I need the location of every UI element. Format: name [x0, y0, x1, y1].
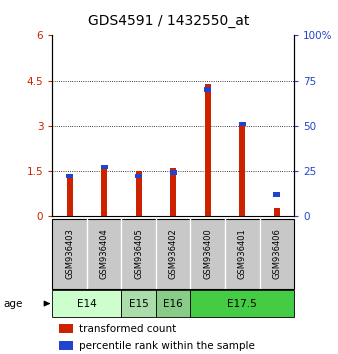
Text: GSM936400: GSM936400 — [203, 229, 212, 279]
Text: GSM936406: GSM936406 — [272, 229, 281, 279]
Bar — [239, 122, 246, 126]
Text: transformed count: transformed count — [79, 324, 177, 333]
Bar — [170, 168, 176, 216]
Bar — [170, 170, 177, 175]
Bar — [136, 171, 142, 216]
Bar — [101, 166, 107, 216]
Text: E15: E15 — [129, 298, 149, 309]
Bar — [239, 124, 245, 216]
Bar — [135, 174, 142, 178]
Bar — [274, 209, 280, 216]
Bar — [273, 192, 280, 196]
Text: GSM936403: GSM936403 — [65, 229, 74, 279]
Bar — [191, 290, 294, 317]
Bar — [67, 174, 73, 216]
Bar — [101, 165, 107, 170]
Bar — [121, 290, 156, 317]
Text: E16: E16 — [163, 298, 183, 309]
Text: GSM936401: GSM936401 — [238, 229, 247, 279]
Bar — [156, 290, 191, 317]
Text: E14: E14 — [77, 298, 97, 309]
Text: GSM936404: GSM936404 — [100, 229, 109, 279]
Text: percentile rank within the sample: percentile rank within the sample — [79, 341, 255, 350]
Text: E17.5: E17.5 — [227, 298, 257, 309]
Bar — [52, 290, 121, 317]
Bar — [204, 87, 211, 92]
Text: GSM936405: GSM936405 — [134, 229, 143, 279]
Text: GDS4591 / 1432550_at: GDS4591 / 1432550_at — [88, 14, 250, 28]
Text: age: age — [3, 298, 23, 309]
Bar — [204, 84, 211, 216]
Bar — [66, 174, 73, 178]
Text: GSM936402: GSM936402 — [169, 229, 178, 279]
